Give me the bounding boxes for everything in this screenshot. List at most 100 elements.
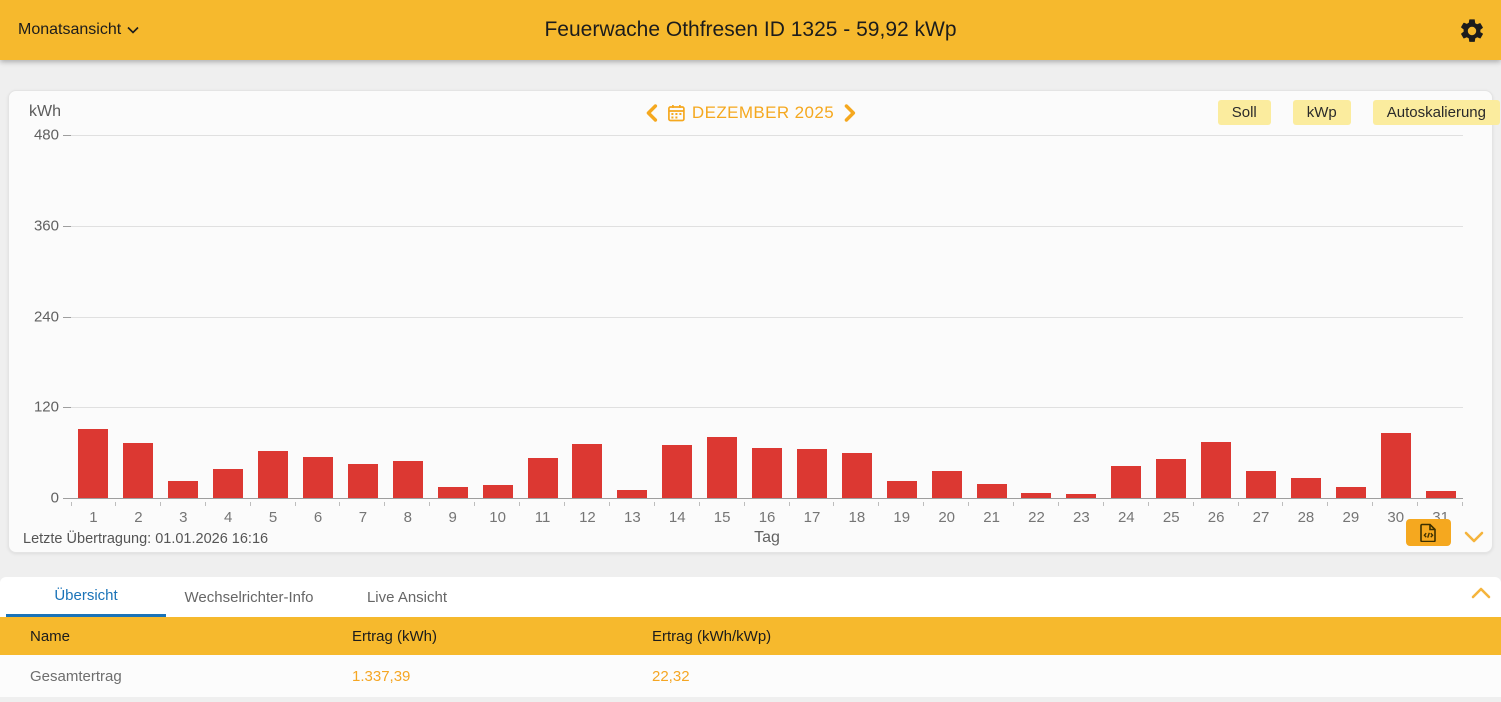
bar-day-28[interactable] <box>1290 477 1321 498</box>
y-tick-mark <box>63 225 71 227</box>
row-name-gesamtertrag: Gesamtertrag <box>30 667 122 685</box>
x-axis-label-day-29: 29 <box>1328 502 1374 526</box>
bar-slot-day-27 <box>1239 135 1284 498</box>
bar-day-9[interactable] <box>437 487 468 498</box>
x-axis-label-day-14: 14 <box>655 502 700 526</box>
tab-uebersicht[interactable]: Übersicht <box>6 577 166 617</box>
y-axis-unit-label: kWh <box>29 103 61 120</box>
gear-icon <box>1458 17 1486 45</box>
bar-slot-day-9 <box>430 135 475 498</box>
calendar-icon <box>667 104 685 122</box>
bar-day-12[interactable] <box>572 444 603 498</box>
period-navigation: DEZEMBER 2025 <box>644 103 857 123</box>
bar-day-11[interactable] <box>527 457 558 498</box>
x-axis-label-day-8: 8 <box>385 502 431 526</box>
topbar: Monatsansicht Feuerwache Othfresen ID 13… <box>0 0 1501 60</box>
x-axis-label-day-4: 4 <box>206 502 251 526</box>
x-axis-label-day-17: 17 <box>790 502 835 526</box>
x-axis-label-day-21: 21 <box>969 502 1014 526</box>
export-chart-button[interactable] <box>1406 519 1451 546</box>
bar-slot-day-31 <box>1418 135 1463 498</box>
bar-day-21[interactable] <box>976 483 1007 498</box>
x-axis-label-day-18: 18 <box>834 502 880 526</box>
file-code-icon <box>1420 523 1437 542</box>
bar-day-30[interactable] <box>1380 432 1411 498</box>
row-value-ertrag-kwh-kwp: 22,32 <box>652 667 690 685</box>
autoscale-toggle-button[interactable]: Autoskalierung <box>1372 100 1500 125</box>
next-month-button[interactable] <box>843 104 857 122</box>
bar-slot-day-12 <box>565 135 610 498</box>
x-axis-label-day-2: 2 <box>116 502 161 526</box>
chart-card: kWh DEZEMBER 2025 Soll kWp Autoskalierun… <box>8 90 1500 553</box>
bar-slot-day-16 <box>745 135 790 498</box>
view-mode-dropdown[interactable]: Monatsansicht <box>18 0 139 60</box>
x-axis-line: 0 <box>51 490 1463 507</box>
bar-day-17[interactable] <box>796 448 827 498</box>
row-value-ertrag-kwh: 1.337,39 <box>352 667 411 685</box>
bar-day-4[interactable] <box>213 468 244 498</box>
bar-slot-day-17 <box>790 135 835 498</box>
bars-container <box>71 135 1463 498</box>
y-tick-mark <box>63 316 71 318</box>
bar-day-18[interactable] <box>841 452 872 498</box>
tab-bar: Übersicht Wechselrichter-Info Live Ansic… <box>0 577 1501 617</box>
kwp-toggle-button[interactable]: kWp <box>1292 100 1351 125</box>
gridline: 480 <box>34 127 1463 144</box>
period-label: DEZEMBER 2025 <box>691 103 835 122</box>
bar-day-20[interactable] <box>931 470 962 498</box>
bar-day-8[interactable] <box>392 460 423 498</box>
bar-day-24[interactable] <box>1111 466 1142 498</box>
bar-day-25[interactable] <box>1156 458 1187 498</box>
bar-day-15[interactable] <box>707 436 738 498</box>
bar-day-3[interactable] <box>168 480 199 498</box>
bar-slot-day-5 <box>251 135 296 498</box>
soll-toggle-button[interactable]: Soll <box>1217 100 1271 125</box>
bar-slot-day-7 <box>340 135 385 498</box>
bar-day-7[interactable] <box>347 463 378 498</box>
bar-slot-day-19 <box>879 135 924 498</box>
bar-day-1[interactable] <box>78 429 109 498</box>
bar-day-10[interactable] <box>482 485 513 498</box>
view-mode-label: Monatsansicht <box>18 21 122 38</box>
bar-day-16[interactable] <box>752 448 783 498</box>
gridline: 240 <box>34 308 1463 325</box>
table-row: Gesamtertrag 1.337,39 22,32 <box>0 655 1501 697</box>
bar-day-6[interactable] <box>302 457 333 498</box>
details-panel: Übersicht Wechselrichter-Info Live Ansic… <box>0 577 1501 702</box>
y-tick-mark <box>63 135 71 136</box>
bar-slot-day-25 <box>1149 135 1194 498</box>
previous-month-button[interactable] <box>644 104 658 122</box>
x-axis-label-day-24: 24 <box>1104 502 1149 526</box>
tab-wechselrichter-info[interactable]: Wechselrichter-Info <box>184 588 314 606</box>
bar-slot-day-28 <box>1283 135 1328 498</box>
y-axis-tick-label: 480 <box>33 126 59 144</box>
x-axis-label-day-5: 5 <box>251 502 296 526</box>
bar-day-27[interactable] <box>1246 470 1277 498</box>
x-axis-label-day-26: 26 <box>1194 502 1239 526</box>
tab-live-ansicht[interactable]: Live Ansicht <box>366 588 448 606</box>
period-label-group[interactable]: DEZEMBER 2025 <box>667 103 834 123</box>
bar-day-2[interactable] <box>123 442 154 498</box>
bar-day-23[interactable] <box>1066 494 1097 498</box>
x-axis-label-day-22: 22 <box>1014 502 1059 526</box>
x-axis-label-day-9: 9 <box>430 502 476 526</box>
bar-day-29[interactable] <box>1335 486 1366 498</box>
bar-day-31[interactable] <box>1425 491 1456 498</box>
x-axis-label-day-25: 25 <box>1149 502 1194 526</box>
x-axis-label-day-13: 13 <box>610 502 655 526</box>
last-transmission-text: Letzte Übertragung: 01.01.2026 16:16 <box>23 531 269 547</box>
bar-day-19[interactable] <box>886 480 917 498</box>
collapse-chart-chevron-down-icon[interactable] <box>1464 531 1484 543</box>
bar-day-22[interactable] <box>1021 492 1052 498</box>
x-axis-label-day-11: 11 <box>520 502 565 526</box>
bar-day-5[interactable] <box>258 451 289 498</box>
bar-slot-day-22 <box>1014 135 1059 498</box>
x-axis-label-day-19: 19 <box>879 502 925 526</box>
bar-day-26[interactable] <box>1201 442 1232 498</box>
bar-slot-day-1 <box>71 135 116 498</box>
bar-day-13[interactable] <box>617 490 648 498</box>
gridline: 360 <box>34 217 1463 234</box>
bar-day-14[interactable] <box>662 445 693 498</box>
settings-button[interactable] <box>1457 16 1487 46</box>
collapse-panel-chevron-up-icon[interactable] <box>1471 587 1491 599</box>
